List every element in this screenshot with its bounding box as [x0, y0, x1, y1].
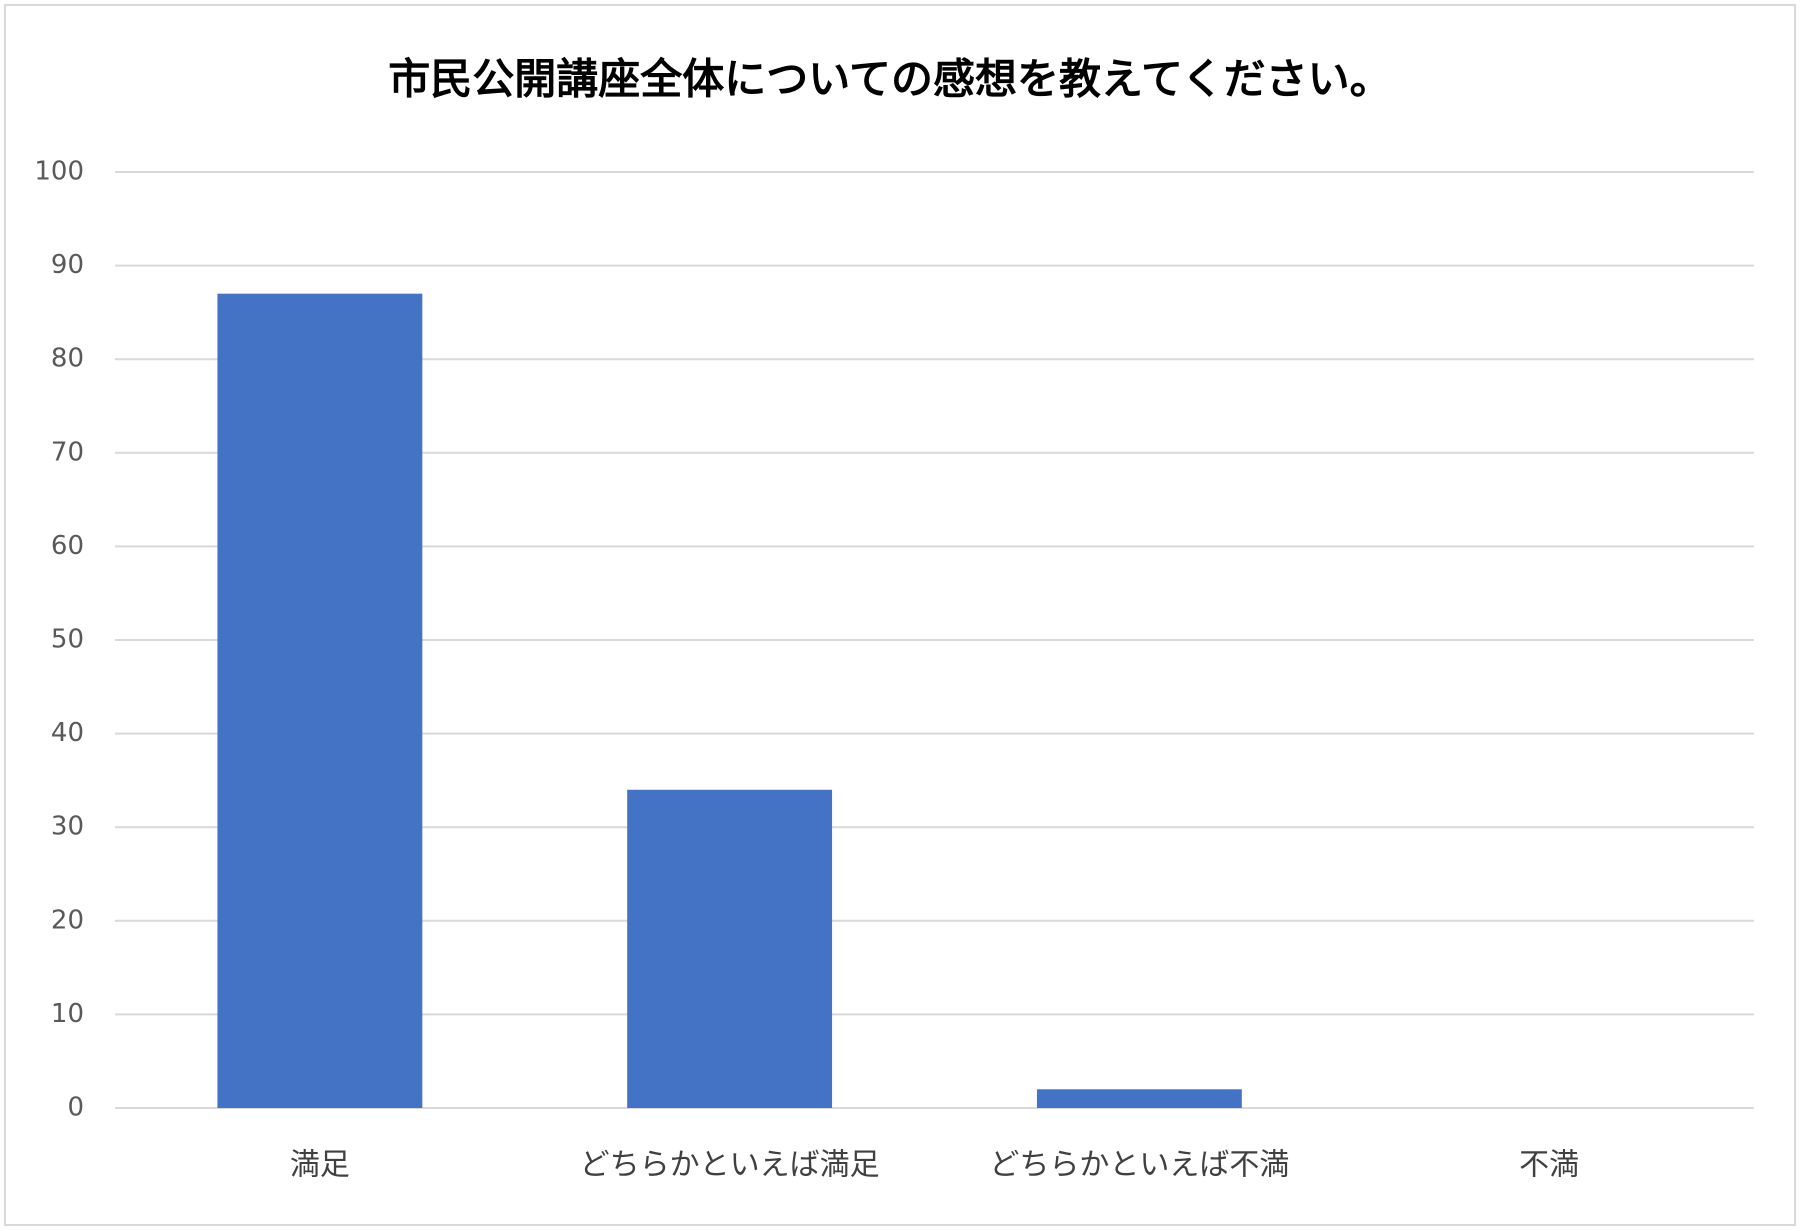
- y-tick-label: 10: [51, 999, 84, 1029]
- y-tick-label: 30: [51, 812, 84, 842]
- y-tick-label: 70: [51, 437, 84, 467]
- y-tick-label: 20: [51, 905, 84, 935]
- x-tick-label: どちらかといえば不満: [989, 1148, 1289, 1183]
- x-tick-label: 満足: [290, 1148, 350, 1183]
- y-tick-label: 0: [67, 1093, 84, 1123]
- x-tick-label: どちらかといえば満足: [580, 1148, 880, 1183]
- bar: [627, 789, 833, 1108]
- bar: [1036, 1089, 1242, 1108]
- y-tick-label: 60: [51, 531, 84, 561]
- x-tick-label: 不満: [1519, 1148, 1579, 1183]
- y-tick-label: 40: [51, 718, 84, 748]
- y-tick-label: 50: [51, 625, 84, 655]
- y-tick-label: 90: [51, 250, 84, 280]
- chart-title: 市民公開講座全体についての感想を教えてください。: [388, 55, 1391, 104]
- y-tick-label: 80: [51, 344, 84, 374]
- bar: [217, 293, 423, 1108]
- y-tick-label: 100: [34, 157, 84, 187]
